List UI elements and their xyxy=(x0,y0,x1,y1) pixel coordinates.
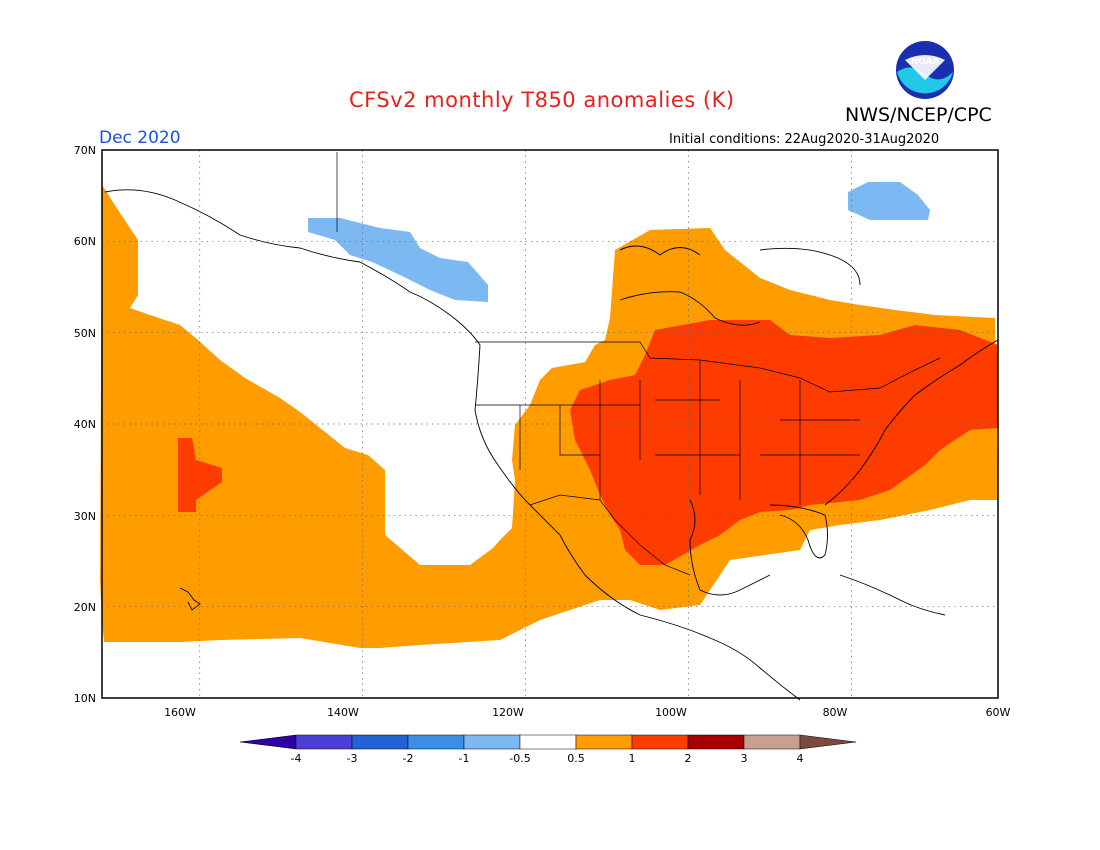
forecast-month: Dec 2020 xyxy=(99,128,181,148)
lat-label: 40N xyxy=(74,418,96,431)
lon-label: 140W xyxy=(327,706,359,719)
colorbar-swatch xyxy=(687,734,745,750)
colorbar-label: -3 xyxy=(347,752,358,765)
colorbar-swatch xyxy=(295,734,353,750)
lat-labels: 10N 20N 30N 40N 50N 60N 70N xyxy=(74,144,96,705)
coastlines xyxy=(104,189,999,701)
lat-label: 30N xyxy=(74,510,96,523)
map-frame xyxy=(101,149,999,699)
colorbar-label: 3 xyxy=(741,752,748,765)
colorbar-swatch xyxy=(575,734,633,750)
lon-labels: 160W 140W 120W 100W 80W 60W xyxy=(164,706,1010,719)
colorbar-labels: -4 -3 -2 -1 -0.5 0.5 1 2 3 4 xyxy=(291,752,804,765)
colorbar-label: -1 xyxy=(459,752,470,765)
colorbar-label: -0.5 xyxy=(509,752,530,765)
colorbar-arrow-left xyxy=(239,734,297,750)
lat-label: 70N xyxy=(74,144,96,157)
svg-text:NOAA: NOAA xyxy=(911,57,940,67)
lon-label: 120W xyxy=(492,706,524,719)
colorbar-label: -2 xyxy=(403,752,414,765)
colorbar-swatch xyxy=(631,734,689,750)
graticule xyxy=(102,150,998,698)
lat-label: 10N xyxy=(74,692,96,705)
agency-label: NWS/NCEP/CPC xyxy=(845,104,992,126)
colorbar-swatch xyxy=(463,734,521,750)
noaa-logo: NOAA xyxy=(896,41,954,99)
borders xyxy=(336,152,941,576)
initial-conditions: Initial conditions: 22Aug2020-31Aug2020 xyxy=(669,132,940,147)
lon-label: 80W xyxy=(823,706,848,719)
colorbar xyxy=(239,734,857,750)
lat-label: 50N xyxy=(74,327,96,340)
colorbar-label: 2 xyxy=(685,752,692,765)
colorbar-label: 1 xyxy=(629,752,636,765)
colorbar-label: 4 xyxy=(797,752,804,765)
anomaly-lightblue-region xyxy=(308,182,930,302)
colorbar-swatch xyxy=(743,734,801,750)
lon-label: 100W xyxy=(655,706,687,719)
colorbar-swatch xyxy=(351,734,409,750)
chart-title: CFSv2 monthly T850 anomalies (K) xyxy=(349,88,735,112)
colorbar-swatch xyxy=(519,734,577,750)
lat-label: 20N xyxy=(74,601,96,614)
lon-label: 160W xyxy=(164,706,196,719)
lon-label: 60W xyxy=(986,706,1011,719)
colorbar-arrow-right xyxy=(799,734,857,750)
colorbar-label: -4 xyxy=(291,752,302,765)
colorbar-label: 0.5 xyxy=(567,752,585,765)
lat-label: 60N xyxy=(74,235,96,248)
anomaly-orange-region xyxy=(100,185,998,648)
colorbar-swatch xyxy=(407,734,465,750)
